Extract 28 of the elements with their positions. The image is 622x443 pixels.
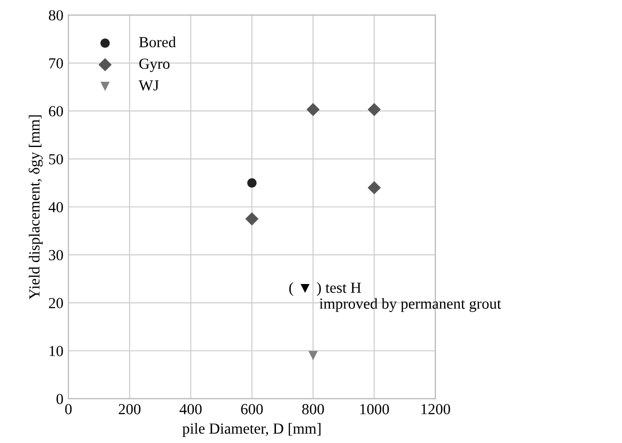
point	[247, 178, 257, 188]
point	[308, 350, 318, 360]
point	[368, 181, 381, 194]
point	[245, 212, 258, 226]
y-tick-label: 70	[49, 58, 63, 68]
point	[368, 102, 381, 116]
y-tick-label: 20	[48, 298, 63, 308]
annotation: ( ▼ ) test H improved by permanent grout	[289, 282, 502, 312]
x-tick-label: 0	[65, 404, 72, 414]
legend-label: Gyro	[139, 58, 170, 72]
x-tick-label: 400	[180, 404, 202, 414]
y-axis-title: Yield displacement, δgy [mm]	[28, 115, 43, 300]
y-tick-label: 80	[48, 10, 63, 21]
y-tick-label: 30	[49, 250, 63, 260]
legend-label: Bored	[139, 36, 176, 48]
x-tick-label: 1000	[360, 404, 389, 414]
point	[306, 102, 320, 116]
y-tick-label: 60	[48, 106, 63, 116]
legend-label: WJ	[138, 80, 159, 91]
y-tick-label: 0	[56, 394, 63, 404]
x-tick-label: 600	[241, 404, 263, 414]
y-tick-label: 40	[48, 202, 63, 212]
x-tick-label: 1200	[421, 404, 450, 414]
x-tick-label: 800	[302, 404, 324, 414]
x-axis-title: pile Diameter, D [mm]	[182, 422, 320, 437]
x-tick-label: 200	[118, 404, 140, 414]
y-tick-label: 50	[49, 154, 63, 164]
y-tick-label: 10	[50, 346, 63, 356]
